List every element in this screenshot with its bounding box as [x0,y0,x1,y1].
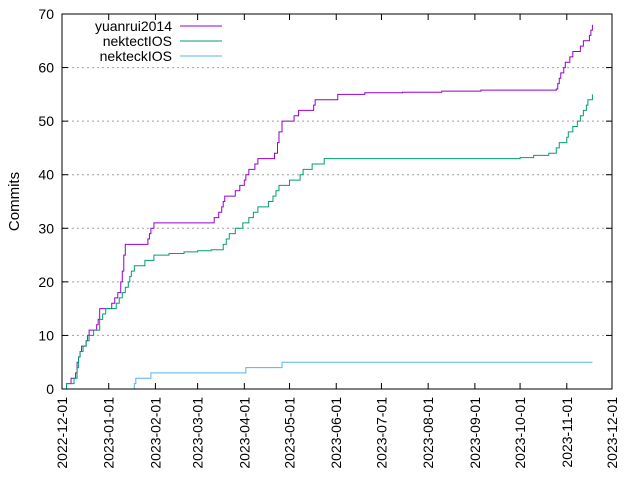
x-tick-label: 2023-10-01 [512,397,528,469]
x-tick-label: 2023-02-01 [147,397,163,469]
y-tick-label: 20 [38,274,54,290]
y-tick-label: 40 [38,167,54,183]
y-tick-label: 10 [38,327,54,343]
y-tick-label: 30 [38,220,54,236]
y-tick-label: 70 [38,6,54,22]
x-tick-label: 2022-12-01 [54,397,70,469]
y-axis-label: Commits [6,172,23,231]
series-line-yuanrui2014 [65,24,593,390]
x-tick-label: 2023-07-01 [373,397,389,469]
x-tick-label: 2023-03-01 [190,397,206,469]
x-tick-label: 2023-01-01 [101,397,117,469]
x-tick-label: 2023-05-01 [282,397,298,469]
series-line-nekteckIOS [132,361,593,390]
x-tick-label: 2023-12-01 [604,397,620,469]
y-tick-label: 50 [38,113,54,129]
y-tick-label: 0 [46,381,54,397]
legend-label-nektectIOS: nektectIOS [103,33,172,49]
x-tick-label: 2023-04-01 [236,397,252,469]
legend-label-nekteckIOS: nekteckIOS [100,48,172,64]
y-tick-label: 60 [38,60,54,76]
grid-lines [62,67,612,336]
series-line-nektectIOS [65,94,593,390]
x-tick-label: 2023-08-01 [420,397,436,469]
x-tick-label: 2023-06-01 [328,397,344,469]
x-tick-label: 2023-11-01 [559,397,575,468]
x-tick-label: 2023-09-01 [467,397,483,469]
series-lines [65,24,593,390]
plot-frame [61,13,613,390]
legend-label-yuanrui2014: yuanrui2014 [95,18,172,34]
axis-ticks: 0 10 20 30 40 50 60 70 2022-12-01 2023-01-01 2023-… [38,6,620,469]
